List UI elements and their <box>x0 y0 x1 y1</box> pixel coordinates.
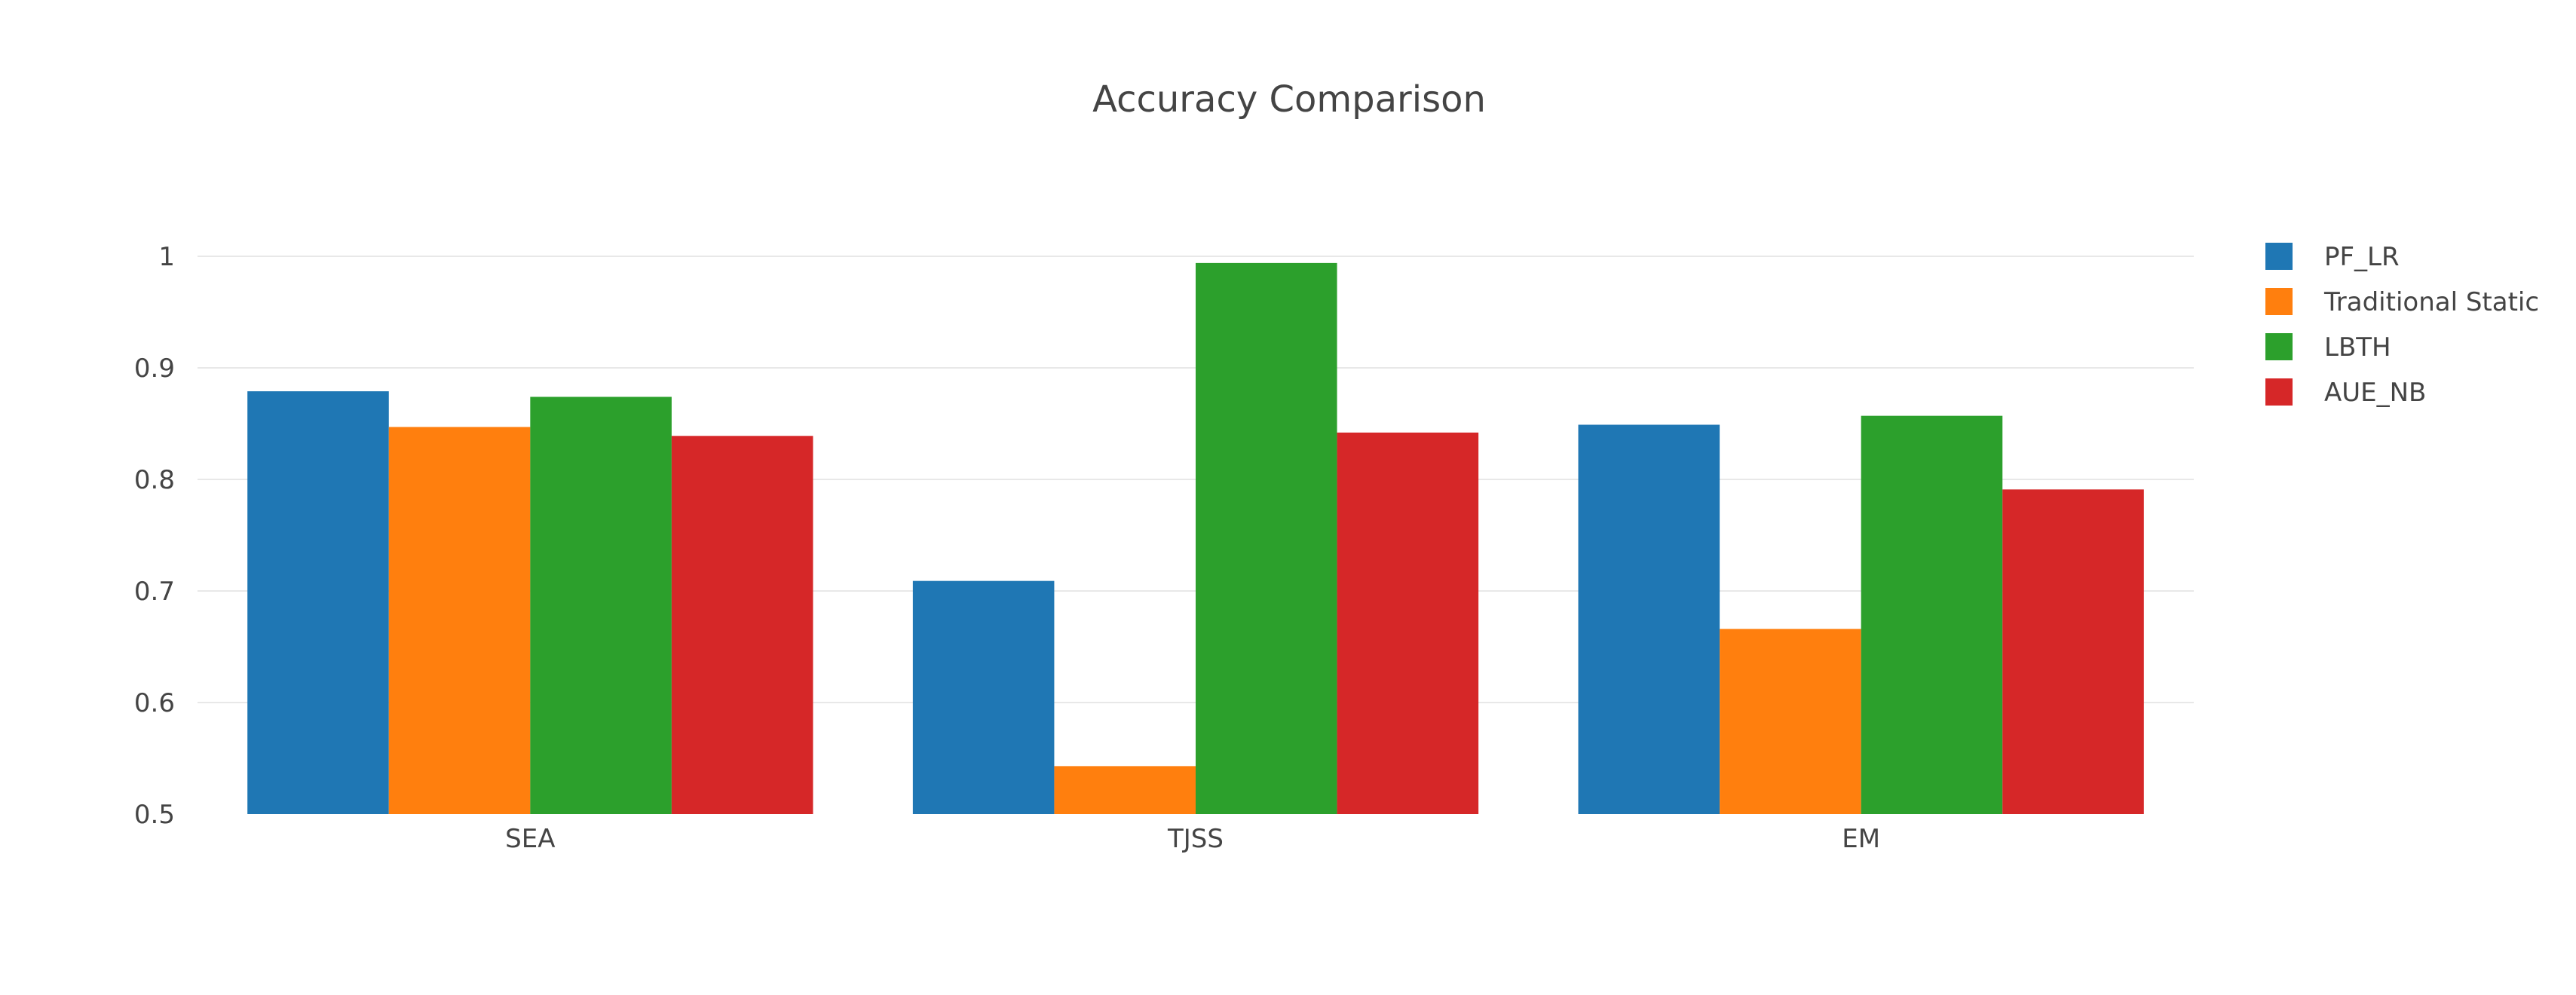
y-tick-label: 0.9 <box>134 354 175 384</box>
y-tick-label: 0.8 <box>134 465 175 495</box>
legend-swatch <box>2265 243 2293 270</box>
bar-pf-lr-tjss <box>912 580 1055 814</box>
y-tick-label: 0.6 <box>134 688 175 718</box>
y-tick-label: 1 <box>158 242 175 272</box>
bar-lbth-em <box>1861 415 2003 814</box>
bar-aue-nb-tjss <box>1337 432 1479 814</box>
bar-lbth-sea <box>530 396 672 814</box>
bar-traditional-static-tjss <box>1054 766 1196 814</box>
legend-label: PF_LR <box>2324 242 2400 272</box>
y-tick-label: 0.5 <box>134 800 175 830</box>
legend-swatch <box>2265 333 2293 360</box>
legend-item-aue-nb[interactable]: AUE_NB <box>2265 378 2426 408</box>
legend-label: AUE_NB <box>2324 378 2426 408</box>
bar-aue-nb-em <box>2002 489 2144 814</box>
y-tick-label: 0.7 <box>134 577 175 607</box>
bar-lbth-tjss <box>1196 262 1337 814</box>
legend-item-pf-lr[interactable]: PF_LR <box>2265 242 2400 272</box>
bar-traditional-static-em <box>1720 629 1861 814</box>
bar-aue-nb-sea <box>671 436 813 814</box>
bar-traditional-static-sea <box>388 427 531 814</box>
legend-swatch <box>2265 378 2293 406</box>
x-axis: SEA TJSS EM <box>505 824 1880 854</box>
legend-label: LBTH <box>2324 332 2391 363</box>
legend[interactable]: PF_LR Traditional Static LBTH AUE_NB <box>2265 242 2539 408</box>
legend-item-lbth[interactable]: LBTH <box>2265 332 2391 363</box>
bars <box>247 262 2144 814</box>
legend-label: Traditional Static <box>2323 287 2539 317</box>
bar-pf-lr-sea <box>247 391 389 814</box>
bar-pf-lr-em <box>1578 424 1720 814</box>
y-axis: 0.5 0.6 0.7 0.8 0.9 1 <box>134 242 175 830</box>
x-tick-label: TJSS <box>1167 824 1224 854</box>
legend-item-traditional-static[interactable]: Traditional Static <box>2265 287 2539 317</box>
chart-title: Accuracy Comparison <box>1092 78 1486 121</box>
x-tick-label: SEA <box>505 824 555 854</box>
x-tick-label: EM <box>1842 824 1880 854</box>
legend-swatch <box>2265 288 2293 315</box>
